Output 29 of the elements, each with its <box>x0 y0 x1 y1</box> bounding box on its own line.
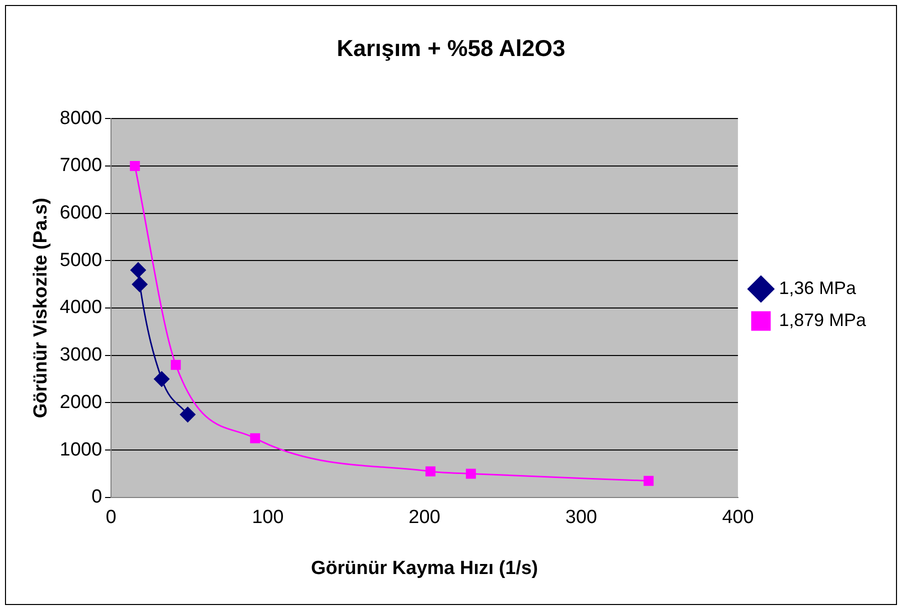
x-tick-label: 300 <box>565 507 598 528</box>
point <box>425 466 436 476</box>
y-tick-label: 8000 <box>60 108 102 129</box>
y-tick-label: 1000 <box>60 439 102 460</box>
point <box>130 160 140 171</box>
legend-label: 1,36 MPa <box>778 278 857 298</box>
legend-label: 1,879 MPa <box>778 310 867 330</box>
y-tick-label: 5000 <box>60 250 102 271</box>
point <box>180 406 196 422</box>
point <box>466 468 476 479</box>
point <box>132 276 148 292</box>
y-tick-label: 4000 <box>60 297 102 318</box>
chart-title: Karışım + %58 Al2O3 <box>336 35 566 62</box>
y-tick-label: 6000 <box>60 202 102 224</box>
x-tick-label: 200 <box>408 507 440 528</box>
x-tick-label: 400 <box>722 507 754 528</box>
y-tick-label: 0 <box>91 486 102 508</box>
point <box>250 433 260 444</box>
y-axis-title: Görünür Viskozite (Pa.s) <box>30 198 52 418</box>
x-tick-label: 100 <box>252 507 284 528</box>
point <box>154 371 170 387</box>
y-tick-label: 2000 <box>60 392 102 413</box>
y-tick-label: 3000 <box>60 344 102 366</box>
point <box>130 262 146 278</box>
x-tick-label: 0 <box>106 507 116 528</box>
point <box>170 360 181 370</box>
x-axis-title: Görünür Kayma Hızı (1/s) <box>311 558 538 579</box>
point <box>644 476 654 486</box>
y-tick-label: 7000 <box>60 155 102 176</box>
